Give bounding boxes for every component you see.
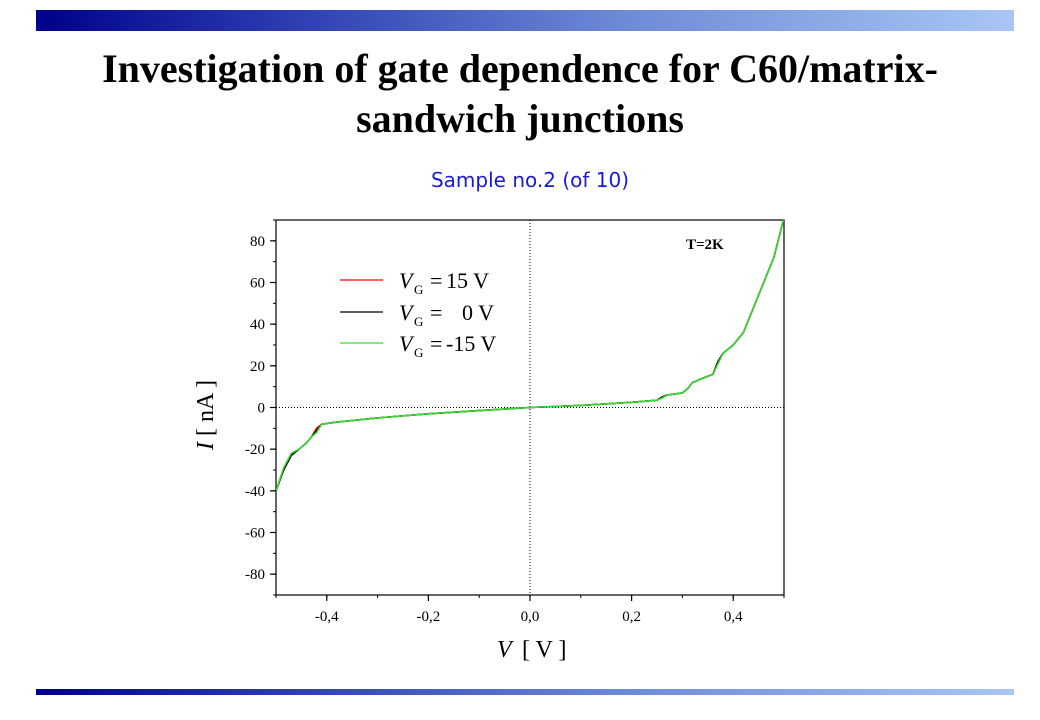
y-tick-label: 40 [250,317,265,333]
temperature-annotation: T=2K [686,237,724,253]
legend-eq: = [430,268,442,293]
x-tick-label: 0,4 [724,609,743,625]
legend-gate-symbol: V [399,300,415,325]
y-axis-title: I [ nA ] [193,380,219,451]
legend-gate-sub: G [414,314,423,329]
legend-gate-sub: G [414,345,423,360]
y-tick-label: -80 [245,567,265,583]
bottom-gradient-bar [36,689,1014,695]
y-tick-label: -60 [245,526,265,542]
series-line [276,220,784,492]
x-tick-label: -0,2 [417,609,441,625]
slide-title-line2: sandwich junctions [356,96,684,141]
x-axis-unit: [ V ] [522,637,566,663]
y-axis-unit: [ nA ] [193,380,219,436]
y-axis-symbol: I [193,441,219,451]
slide-title-line1: Investigation of gate dependence for C60… [102,46,938,91]
y-tick-label: 80 [250,234,265,250]
legend-gate-symbol: V [399,268,415,293]
legend-eq: = [430,331,442,356]
y-tick-label: 60 [250,276,265,292]
y-tick-label: -20 [245,442,265,458]
y-tick-label: -40 [245,484,265,500]
series-lines [276,220,784,492]
y-tick-label: 0 [258,401,266,417]
series-line [276,220,784,492]
legend-entry: V G = 0 V [340,300,494,329]
x-tick-label: 0,0 [521,609,540,625]
top-gradient-bar [36,10,1014,31]
zero-lines [276,220,784,595]
slide-subtitle: Sample no.2 (of 10) [430,168,630,192]
legend: V G = 15 V V G = 0 V V G = -15 V [340,268,496,360]
x-tick-label: 0,2 [622,609,641,625]
legend-label: 15 V [446,268,489,293]
axis-ticks: -0,4 -0,2 0,0 0,2 0,4 -80 -60 -40 -20 0 20 40 60 80 [245,219,785,625]
legend-eq: = [430,300,442,325]
legend-gate-symbol: V [399,331,415,356]
x-axis-symbol: V [497,637,514,663]
x-tick-label: -0,4 [315,609,339,625]
series-line [276,220,784,492]
legend-label: -15 V [446,331,496,356]
legend-gate-sub: G [414,282,423,297]
legend-entry: V G = -15 V [340,331,496,360]
slide-title: Investigation of gate dependence for C60… [20,44,1020,144]
legend-label: 0 V [462,300,494,325]
y-tick-label: 20 [250,359,265,375]
x-axis-title: V [ V ] [497,637,566,663]
legend-entry: V G = 15 V [340,268,489,297]
